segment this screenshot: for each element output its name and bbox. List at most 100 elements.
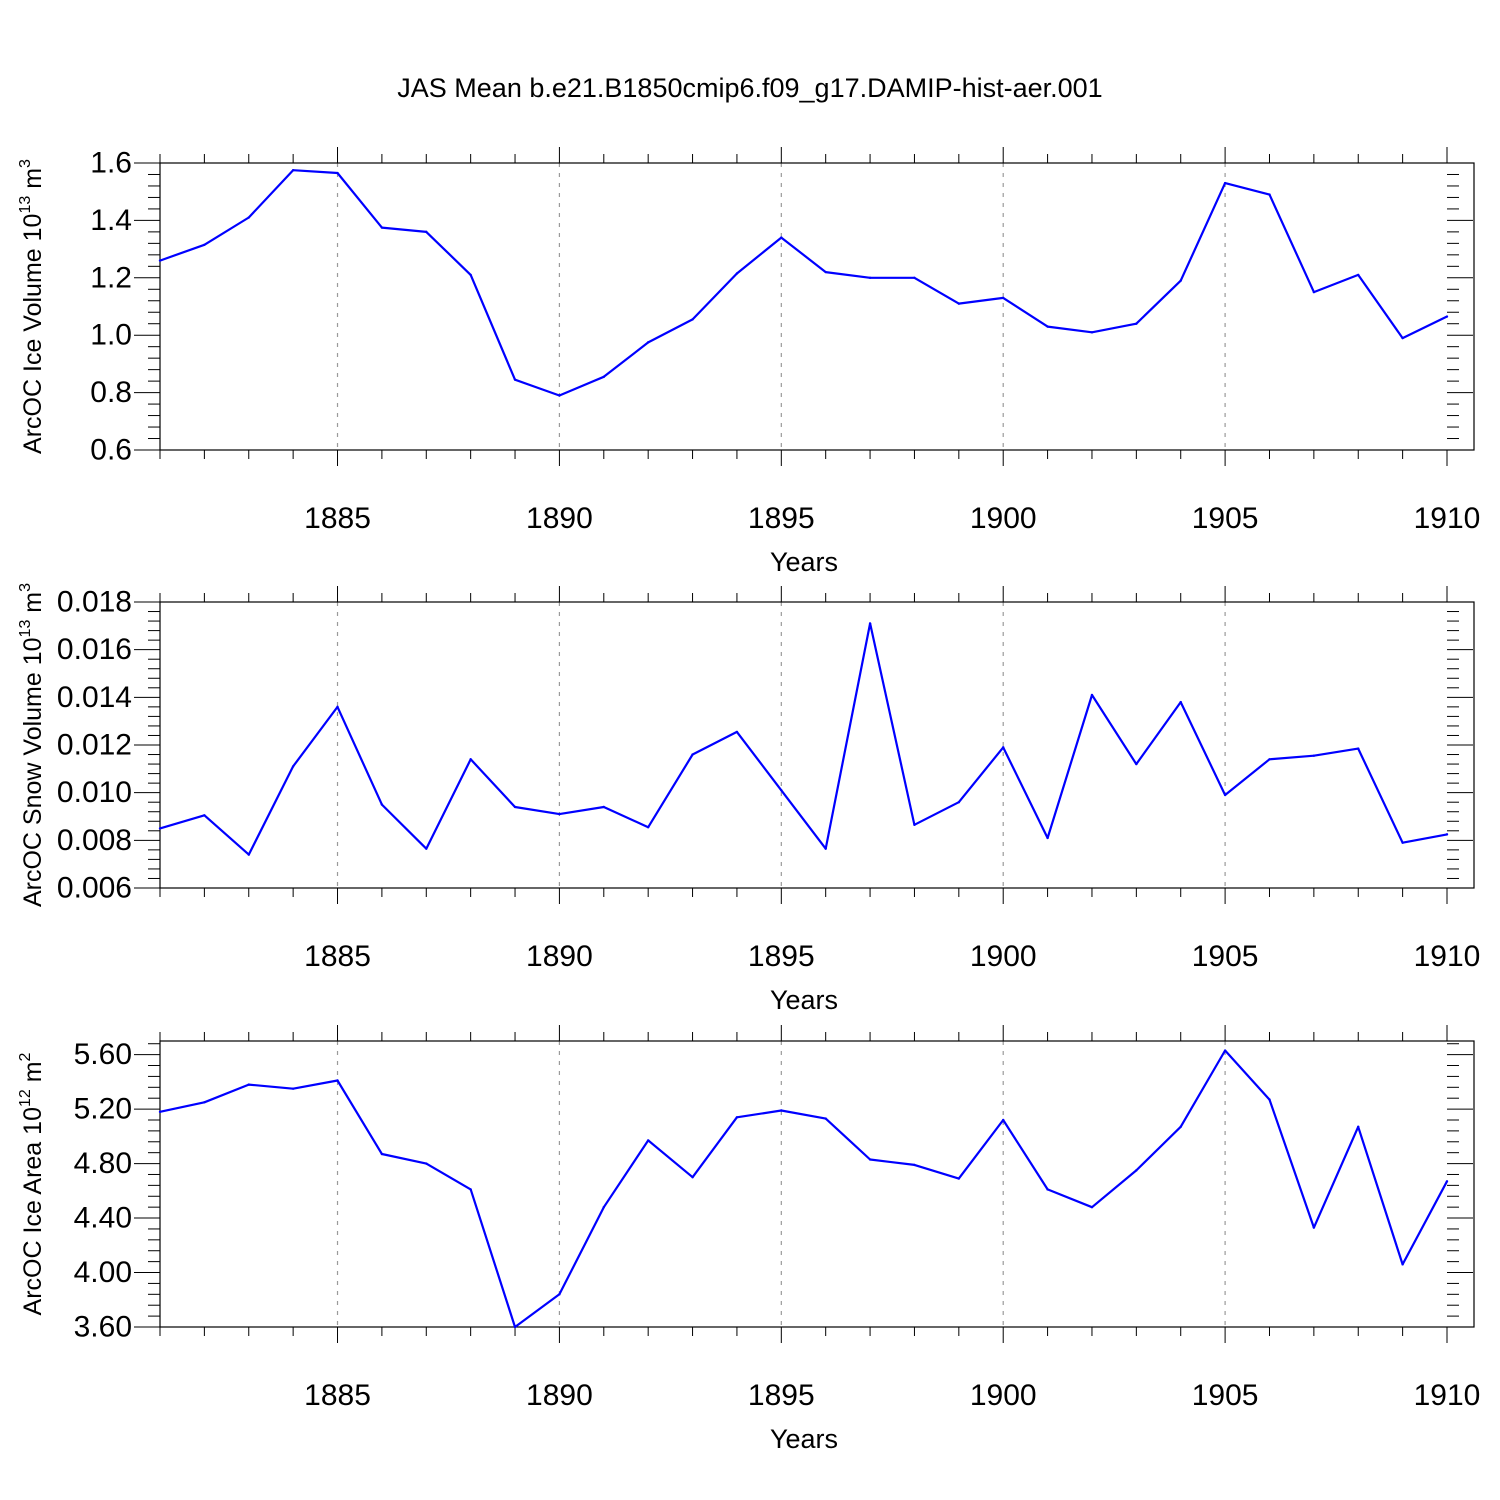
x-tick-label: 1895: [748, 940, 815, 973]
data-point: [646, 1139, 650, 1142]
x-tick-label: 1895: [748, 502, 815, 535]
data-point: [913, 823, 916, 827]
data-point: [691, 753, 694, 756]
data-point: [1090, 331, 1094, 334]
data-point: [1445, 315, 1449, 318]
data-point: [602, 805, 605, 809]
data-point: [1223, 181, 1227, 185]
data-point: [203, 243, 206, 246]
data-point: [913, 1163, 916, 1167]
x-tick-label: 1890: [526, 1379, 593, 1412]
data-point: [1135, 322, 1138, 325]
x-tick-label: 1905: [1192, 940, 1259, 973]
data-point: [513, 805, 517, 809]
data-point: [691, 318, 694, 321]
data-point: [913, 276, 916, 279]
y-tick-label: 0.8: [90, 376, 132, 409]
y-tick-label: 4.40: [74, 1202, 132, 1235]
data-point: [780, 236, 783, 239]
data-point: [1312, 754, 1316, 757]
x-tick-label: 1895: [748, 1379, 815, 1412]
data-point: [247, 216, 250, 219]
data-point: [735, 1116, 739, 1119]
data-point: [957, 302, 961, 305]
data-point: [291, 765, 295, 768]
y-tick-label: 5.20: [74, 1093, 132, 1126]
data-point: [780, 789, 783, 792]
x-tick-label: 1910: [1414, 502, 1481, 535]
data-point: [558, 1293, 561, 1296]
x-tick-label: 1885: [304, 940, 371, 973]
data-point: [1401, 1263, 1404, 1266]
y-tick-label: 4.80: [74, 1147, 132, 1180]
x-tick-label: 1905: [1192, 502, 1259, 535]
x-axis-label: Years: [770, 985, 838, 1015]
data-point: [425, 230, 428, 234]
data-point: [1046, 836, 1049, 840]
data-point: [336, 705, 339, 709]
data-point: [1401, 336, 1404, 340]
data-point: [1312, 1226, 1316, 1229]
data-point: [336, 171, 339, 175]
data-point: [868, 1158, 872, 1161]
y-axis-label: ArcOC Ice Volume 1013 m3: [17, 159, 47, 454]
data-point: [1046, 325, 1049, 328]
data-point: [1090, 693, 1094, 697]
data-point: [824, 270, 827, 274]
data-point: [380, 226, 384, 229]
data-point: [1357, 273, 1360, 277]
data-point: [602, 1205, 605, 1209]
x-tick-label: 1900: [970, 940, 1037, 973]
data-point: [425, 1162, 428, 1165]
x-tick-label: 1885: [304, 1379, 371, 1412]
data-point: [1312, 290, 1316, 294]
data-point: [1223, 1049, 1227, 1052]
data-point: [1357, 747, 1360, 750]
data-point: [291, 168, 295, 172]
data-point: [602, 375, 605, 379]
y-tick-label: 1.2: [90, 261, 132, 294]
data-point: [1357, 1125, 1360, 1129]
data-point: [469, 273, 472, 277]
data-point: [158, 1110, 162, 1114]
data-point: [824, 847, 827, 850]
y-tick-label: 0.012: [57, 729, 132, 762]
data-point: [1002, 1118, 1005, 1122]
x-tick-label: 1900: [970, 502, 1037, 535]
data-point: [158, 259, 162, 262]
data-point: [1223, 793, 1227, 797]
data-point: [336, 1079, 339, 1082]
data-point: [1135, 1169, 1138, 1172]
data-point: [868, 622, 872, 625]
data-point: [1445, 1180, 1449, 1183]
data-point: [646, 826, 650, 829]
data-point: [513, 1325, 517, 1329]
data-point: [469, 758, 472, 761]
y-tick-label: 1.0: [90, 319, 132, 352]
data-point: [780, 1109, 783, 1112]
data-point: [1002, 296, 1005, 300]
data-point: [513, 378, 517, 381]
y-tick-label: 0.006: [57, 872, 132, 905]
data-point: [558, 812, 561, 816]
chart-title: JAS Mean b.e21.B1850cmip6.f09_g17.DAMIP-…: [397, 73, 1102, 103]
data-point: [203, 814, 206, 817]
x-tick-label: 1910: [1414, 1379, 1481, 1412]
data-point: [558, 394, 561, 397]
data-point: [646, 341, 650, 344]
data-point: [203, 1101, 206, 1104]
data-point: [868, 276, 872, 279]
y-axis-label: ArcOC Ice Area 1012 m2: [17, 1052, 47, 1315]
series-line: [159, 622, 1448, 856]
y-tick-label: 0.6: [90, 434, 132, 467]
data-point: [1445, 833, 1449, 836]
data-point: [1002, 746, 1005, 749]
data-point: [735, 272, 739, 275]
data-point: [247, 853, 250, 856]
data-point: [380, 803, 384, 806]
data-point: [1401, 841, 1404, 844]
y-tick-label: 0.014: [57, 681, 132, 714]
data-point: [691, 1175, 694, 1179]
data-point: [1268, 193, 1271, 196]
